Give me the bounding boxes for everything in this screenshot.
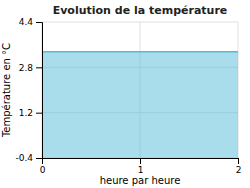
area bbox=[42, 52, 238, 158]
tick-mark bbox=[140, 158, 141, 164]
tick-label: 4.4 bbox=[19, 17, 34, 27]
tick-mark bbox=[36, 22, 42, 23]
x-axis: 0 1 2 bbox=[40, 158, 242, 175]
tick-label: 1.2 bbox=[19, 108, 33, 118]
tick: 0 bbox=[40, 158, 46, 175]
tick-mark bbox=[36, 158, 42, 159]
chart: 0 1 2 -0.4 1.2 2.8 4.4 Evolution de la températ… bbox=[0, 0, 250, 188]
tick-mark bbox=[36, 67, 42, 68]
tick: 1 bbox=[138, 158, 144, 175]
tick-label: -0.4 bbox=[15, 153, 33, 163]
title: Evolution de la température bbox=[53, 4, 228, 17]
tick: 4.4 bbox=[19, 17, 42, 27]
tick: 1.2 bbox=[19, 108, 42, 118]
tick-label: 1 bbox=[138, 165, 144, 175]
y-axis: -0.4 1.2 2.8 4.4 bbox=[15, 17, 42, 163]
x-axis-label: heure par heure bbox=[100, 175, 181, 186]
marks bbox=[42, 52, 238, 158]
tick-label: 2 bbox=[236, 165, 242, 175]
tick-label: 0 bbox=[40, 165, 46, 175]
tick-label: 2.8 bbox=[19, 63, 34, 73]
tick: 2 bbox=[236, 158, 242, 175]
grid bbox=[42, 22, 238, 158]
axis-line bbox=[43, 159, 239, 165]
tick-mark bbox=[238, 158, 239, 164]
tick: -0.4 bbox=[15, 153, 42, 163]
plot: 0 1 2 -0.4 1.2 2.8 4.4 bbox=[15, 17, 241, 175]
axis-line bbox=[36, 23, 43, 159]
tick: 2.8 bbox=[19, 63, 42, 73]
line bbox=[42, 51, 238, 53]
y-axis-label: Température en °C bbox=[1, 43, 12, 138]
tick-mark bbox=[36, 113, 42, 114]
